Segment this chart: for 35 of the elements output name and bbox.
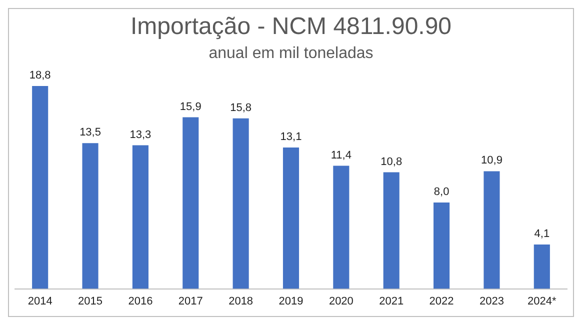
bar xyxy=(484,171,500,289)
x-tick-label: 2021 xyxy=(379,295,404,308)
bar xyxy=(32,86,48,289)
bar xyxy=(333,166,350,289)
data-label: 4,1 xyxy=(534,228,550,240)
x-tick-label: 2018 xyxy=(228,295,254,308)
x-tick-label: 2020 xyxy=(328,295,354,308)
data-label: 10,9 xyxy=(481,154,502,167)
bar xyxy=(232,118,249,289)
bar xyxy=(182,117,199,289)
x-tick-label: 2023 xyxy=(479,295,504,308)
bar xyxy=(282,147,300,289)
data-label: 13,3 xyxy=(130,128,152,141)
x-tick-label: 2017 xyxy=(178,295,203,308)
data-label: 13,5 xyxy=(80,126,101,139)
x-tick-label: 2014 xyxy=(28,295,52,308)
x-tick-label: 2019 xyxy=(278,295,304,308)
data-label: 15,9 xyxy=(180,100,202,113)
x-tick-label: 2022 xyxy=(429,295,454,308)
bar xyxy=(383,172,400,289)
data-label: 10,8 xyxy=(380,156,402,168)
bar xyxy=(534,244,550,289)
data-label: 15,8 xyxy=(230,102,252,114)
chart-title: Importação - NCM 4811.90.90 xyxy=(130,13,452,40)
data-label: 11,4 xyxy=(330,149,352,162)
bar xyxy=(434,202,450,289)
chart-subtitle: anual em mil toneladas xyxy=(208,44,374,62)
bar xyxy=(132,145,148,289)
data-label: 8,0 xyxy=(434,186,450,198)
x-tick-label: 2015 xyxy=(78,295,103,308)
data-label: 13,1 xyxy=(280,130,302,143)
x-tick-label: 2024* xyxy=(528,295,557,308)
x-tick-label: 2016 xyxy=(128,295,153,308)
bar xyxy=(82,143,98,289)
data-label: 18,8 xyxy=(29,69,51,82)
